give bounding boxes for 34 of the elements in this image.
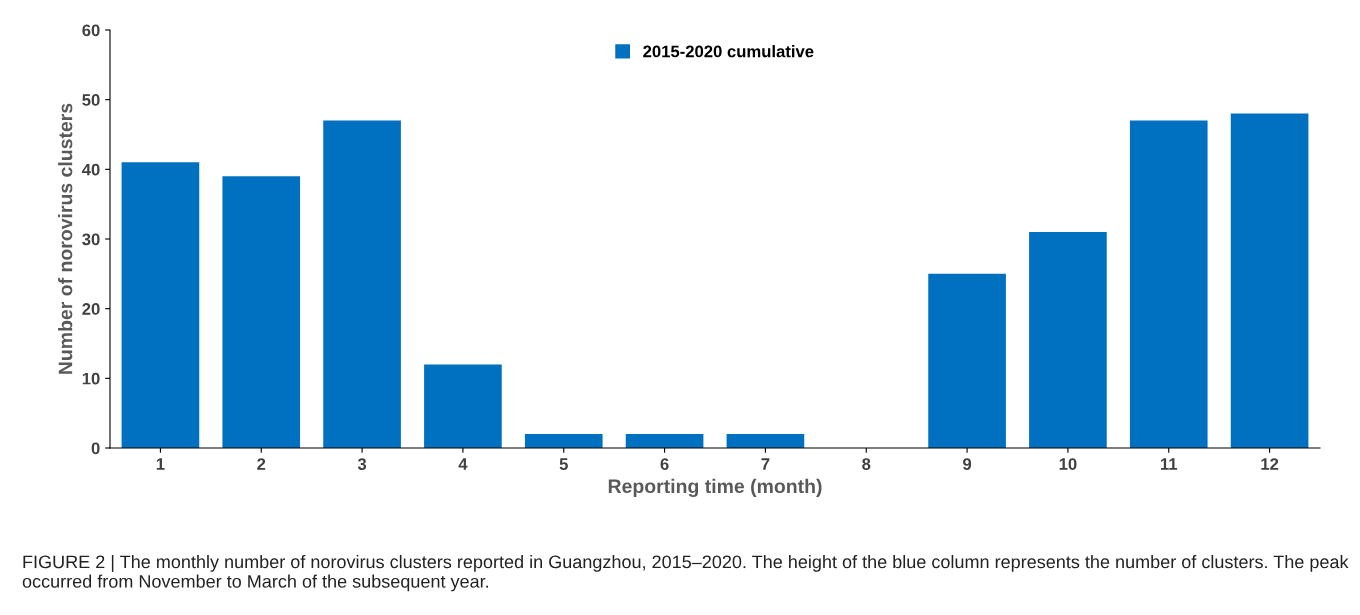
x-tick-label: 4 — [458, 458, 468, 470]
x-tick-label: 6 — [660, 458, 669, 470]
bar — [323, 120, 401, 448]
x-tick-label: 1 — [156, 458, 165, 470]
x-tick-label: 8 — [862, 458, 871, 470]
x-tick-label: 10 — [1059, 458, 1077, 470]
bar — [726, 434, 805, 448]
bar — [625, 434, 704, 448]
x-tick-label: 11 — [1160, 458, 1178, 470]
y-tick-label: 40 — [81, 163, 100, 176]
y-tick-label: 30 — [82, 233, 100, 246]
bar — [222, 176, 301, 448]
y-tick-label: 60 — [82, 24, 100, 37]
legend-label: 2015-2020 cumulative — [643, 45, 814, 58]
x-axis-title: Reporting time (month) — [608, 478, 822, 498]
bar — [524, 434, 603, 448]
x-tick-label: 2 — [257, 458, 266, 470]
bar — [1230, 113, 1309, 448]
x-tick-label: 5 — [559, 458, 568, 470]
bar — [1029, 232, 1107, 448]
y-tick-label: 0 — [91, 442, 100, 455]
y-tick-label: 50 — [82, 94, 100, 106]
x-tick-label: 9 — [963, 458, 972, 470]
x-tick-label: 12 — [1261, 458, 1279, 470]
bar — [928, 273, 1006, 448]
y-tick-label: 10 — [82, 372, 100, 385]
y-tick-label: 20 — [82, 303, 100, 315]
x-tick-label: 3 — [357, 458, 367, 470]
bar — [121, 162, 200, 448]
bar — [424, 364, 502, 448]
caption: FIGURE 2 | The monthly number of norovirus clusters reported in Guangzhou, 2015–2020. The height of the blue column represents the number of clusters. The peak occurred from November to March of the subsequent year. — [22, 555, 1349, 592]
y-axis-title: Number of norovirus clusters — [58, 103, 73, 374]
bar — [1129, 120, 1208, 448]
x-tick-label: 7 — [761, 458, 770, 470]
